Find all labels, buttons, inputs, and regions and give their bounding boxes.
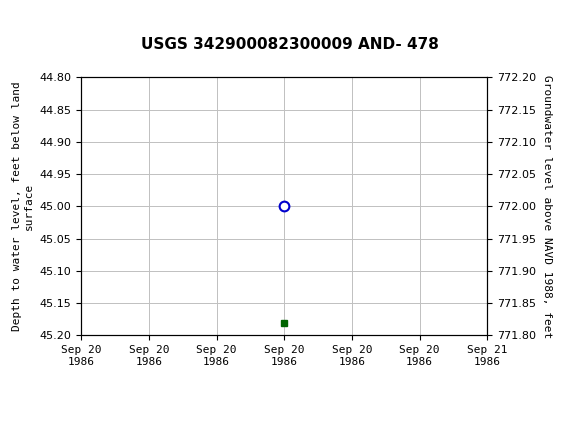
Text: ≋: ≋: [9, 6, 27, 26]
Text: USGS: USGS: [44, 7, 99, 25]
Y-axis label: Groundwater level above NAVD 1988, feet: Groundwater level above NAVD 1988, feet: [542, 75, 552, 338]
Text: USGS 342900082300009 AND- 478: USGS 342900082300009 AND- 478: [141, 37, 439, 52]
Y-axis label: Depth to water level, feet below land
surface: Depth to water level, feet below land su…: [12, 82, 34, 331]
